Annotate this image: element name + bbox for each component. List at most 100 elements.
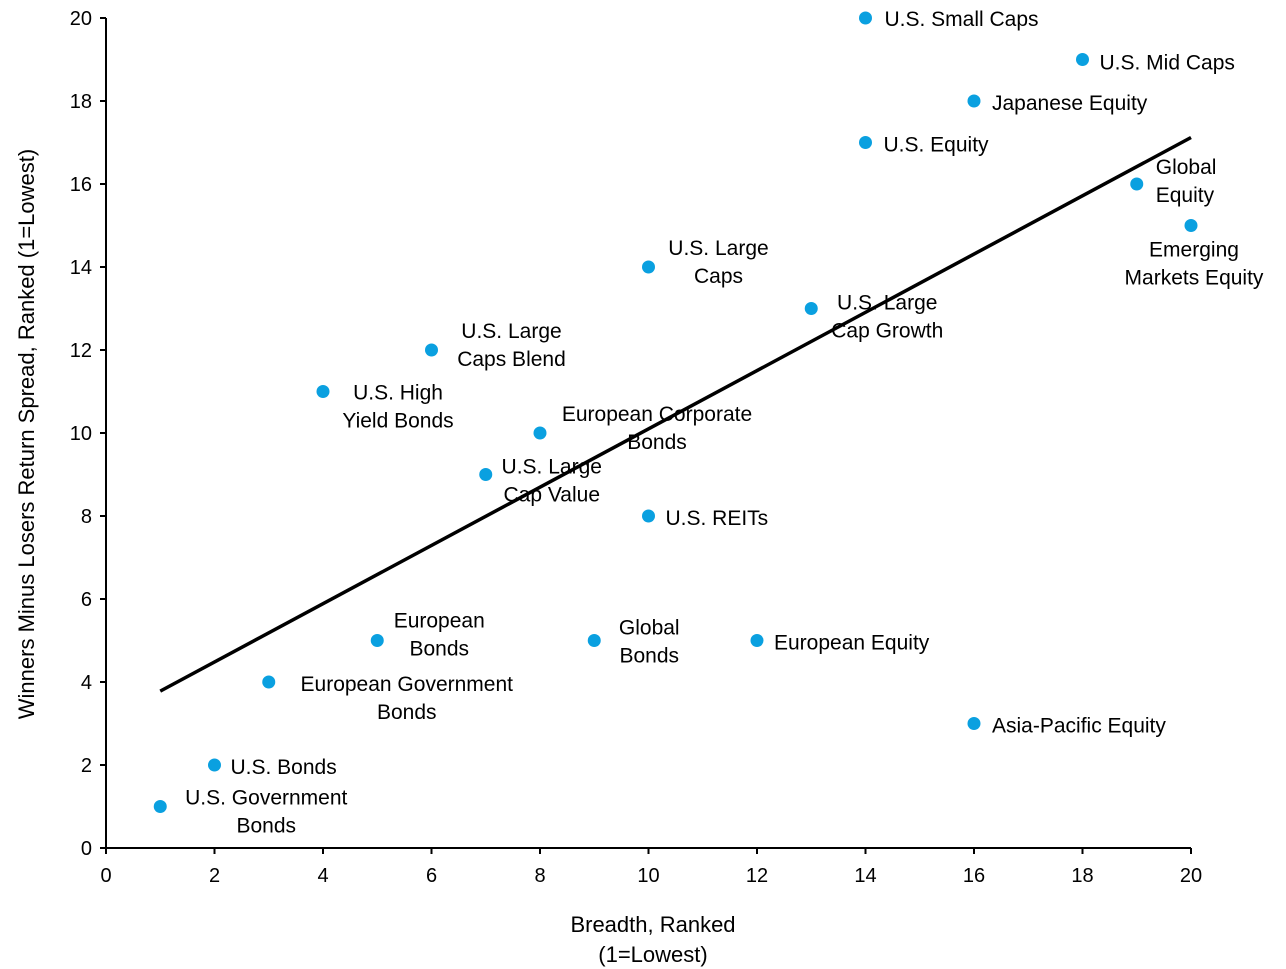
x-axis-title-line-1: Breadth, Ranked — [570, 912, 735, 937]
label-line: U.S. Large — [668, 237, 768, 260]
x-tick-label: 20 — [1180, 865, 1202, 887]
label-u-s-small-caps: U.S. Small Caps — [885, 8, 1039, 31]
label-european-corporate-bonds: European Corporate Bonds — [562, 403, 752, 454]
label-line: European Government — [301, 673, 514, 696]
label-line: U.S. High — [353, 382, 443, 405]
point-japanese-equity — [967, 94, 981, 108]
label-line: Equity — [1156, 184, 1215, 207]
label-line: U.S. Small Caps — [885, 8, 1039, 31]
label-line: Bonds — [409, 638, 469, 661]
label-line: Cap Growth — [831, 320, 943, 343]
x-tick-label: 14 — [854, 865, 876, 887]
y-tick-label: 8 — [81, 506, 92, 528]
label-line: U.S. Large — [461, 320, 561, 343]
label-u-s-large-cap-value: U.S. Large Cap Value — [502, 456, 602, 507]
label-u-s-high-yield-bonds: U.S. High Yield Bonds — [342, 382, 453, 433]
label-u-s-reits: U.S. REITs — [666, 507, 769, 530]
label-line: U.S. Large — [502, 456, 602, 479]
y-tick-label: 20 — [70, 8, 92, 30]
trendline-group — [159, 135, 1192, 693]
label-u-s-bonds: U.S. Bonds — [231, 756, 337, 779]
y-tick-label: 16 — [70, 174, 92, 196]
label-emerging-markets-equity: Emerging Markets Equity — [1125, 239, 1264, 290]
data-points — [153, 11, 1198, 813]
label-u-s-large-cap-growth: U.S. Large Cap Growth — [831, 292, 943, 343]
label-line: European Equity — [774, 632, 930, 655]
axes: 0 2 4 6 8 10 12 14 16 18 20 0 2 4 6 8 10 12 14 16 18 20 — [70, 8, 1202, 887]
x-tick-label: 0 — [100, 865, 111, 887]
label-line: Caps — [694, 265, 743, 288]
label-japanese-equity: Japanese Equity — [992, 92, 1148, 115]
label-line: European Corporate — [562, 403, 752, 426]
label-line: Bonds — [627, 431, 687, 454]
label-line: U.S. Bonds — [231, 756, 337, 779]
label-line: Yield Bonds — [342, 410, 453, 433]
y-tick-label: 6 — [81, 589, 92, 611]
y-tick-label: 14 — [70, 257, 92, 279]
y-tick-label: 18 — [70, 91, 92, 113]
point-asia-pacific-equity — [967, 717, 981, 730]
y-tick-label: 4 — [81, 672, 92, 694]
label-line: Bonds — [236, 815, 296, 838]
y-tick-label: 2 — [81, 755, 92, 777]
x-axis-title-line-2: (1=Lowest) — [598, 942, 707, 967]
point-european-government-bonds — [262, 675, 276, 689]
point-global-bonds — [587, 634, 601, 647]
point-u-s-mid-caps — [1076, 53, 1089, 66]
point-u-s-large-caps — [642, 260, 655, 274]
label-global-equity: Global Equity — [1156, 156, 1217, 207]
label-line: Emerging — [1149, 239, 1239, 262]
point-u-s-bonds — [208, 758, 221, 772]
point-u-s-reits — [642, 509, 655, 523]
label-line: U.S. Mid Caps — [1100, 52, 1235, 75]
label-line: U.S. REITs — [666, 507, 769, 530]
x-tick-label: 2 — [209, 865, 220, 887]
point-u-s-large-caps-blend — [425, 343, 438, 357]
y-tick-label: 12 — [70, 340, 92, 362]
label-line: Markets Equity — [1125, 267, 1264, 290]
label-european-government-bonds: European Government Bonds — [301, 673, 514, 724]
x-tick-label: 16 — [963, 865, 985, 887]
label-u-s-large-caps: U.S. Large Caps — [668, 237, 768, 288]
label-u-s-equity: U.S. Equity — [884, 134, 990, 157]
label-asia-pacific-equity: Asia-Pacific Equity — [992, 715, 1166, 738]
label-line: Global — [619, 617, 680, 640]
label-european-bonds: European Bonds — [394, 610, 485, 661]
x-tick-label: 4 — [317, 865, 328, 887]
point-u-s-equity — [859, 136, 872, 149]
point-u-s-large-cap-value — [479, 468, 493, 481]
point-emerging-markets-equity — [1184, 219, 1198, 232]
point-u-s-small-caps — [859, 11, 872, 25]
label-line: Cap Value — [503, 484, 600, 507]
label-line: Bonds — [619, 645, 679, 668]
label-line: U.S. Equity — [884, 134, 990, 157]
label-line: U.S. Large — [837, 292, 937, 315]
label-line: Bonds — [377, 701, 437, 724]
label-line: Japanese Equity — [992, 92, 1148, 115]
x-tick-label: 6 — [426, 865, 437, 887]
label-european-equity: European Equity — [774, 632, 930, 655]
point-european-bonds — [370, 634, 384, 647]
point-european-corporate-bonds — [533, 426, 547, 440]
point-labels: U.S. Small Caps U.S. Mid Caps Japanese Equ… — [185, 8, 1264, 838]
x-tick-label: 18 — [1071, 865, 1093, 887]
y-tick-label: 0 — [81, 838, 92, 860]
y-tick-label: 10 — [70, 423, 92, 445]
label-global-bonds: Global Bonds — [619, 617, 680, 668]
label-line: European — [394, 610, 485, 633]
point-u-s-large-cap-growth — [804, 302, 818, 315]
x-tick-label: 10 — [637, 865, 659, 887]
label-u-s-mid-caps: U.S. Mid Caps — [1100, 52, 1235, 75]
trendline — [159, 135, 1192, 693]
point-u-s-government-bonds — [153, 800, 167, 813]
label-u-s-government-bonds: U.S. Government Bonds — [185, 787, 347, 838]
label-line: Global — [1156, 156, 1217, 179]
y-axis-title: Winners Minus Losers Return Spread, Rank… — [14, 149, 39, 719]
x-tick-label: 12 — [746, 865, 768, 887]
point-global-equity — [1130, 177, 1144, 191]
label-u-s-large-caps-blend: U.S. Large Caps Blend — [457, 320, 566, 371]
label-line: Caps Blend — [457, 348, 566, 371]
point-european-equity — [750, 634, 764, 647]
label-line: U.S. Government — [185, 787, 347, 810]
